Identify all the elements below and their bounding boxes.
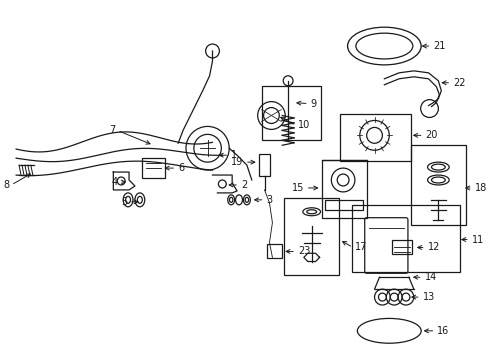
- Bar: [340, 113, 411, 161]
- Text: 23: 23: [298, 247, 310, 256]
- Bar: [392, 239, 412, 255]
- Bar: [267, 243, 282, 258]
- Text: 20: 20: [426, 130, 438, 140]
- Bar: [259, 154, 270, 176]
- Text: 8: 8: [3, 180, 9, 190]
- Text: 2: 2: [241, 180, 247, 190]
- Text: 22: 22: [453, 78, 465, 88]
- Bar: [352, 205, 460, 272]
- Text: 7: 7: [109, 125, 115, 135]
- Text: 10: 10: [298, 121, 310, 130]
- Text: 17: 17: [355, 243, 368, 252]
- Bar: [321, 160, 367, 218]
- Text: 16: 16: [438, 326, 450, 336]
- Text: 1: 1: [231, 150, 237, 160]
- Text: 15: 15: [292, 183, 304, 193]
- Text: 5: 5: [121, 197, 127, 207]
- Text: 9: 9: [311, 99, 317, 109]
- Bar: [325, 200, 363, 210]
- Text: 4: 4: [111, 177, 117, 187]
- Text: 3: 3: [267, 195, 272, 205]
- Text: 19: 19: [231, 157, 243, 167]
- Text: 6: 6: [178, 163, 184, 173]
- Text: 21: 21: [434, 41, 446, 51]
- Text: 11: 11: [472, 234, 484, 244]
- Bar: [411, 145, 466, 225]
- Text: 13: 13: [423, 292, 435, 302]
- Text: 12: 12: [428, 243, 440, 252]
- Text: 18: 18: [475, 183, 487, 193]
- Text: 14: 14: [425, 272, 437, 282]
- Bar: [262, 86, 320, 140]
- Bar: [284, 198, 339, 275]
- Bar: [142, 158, 166, 178]
